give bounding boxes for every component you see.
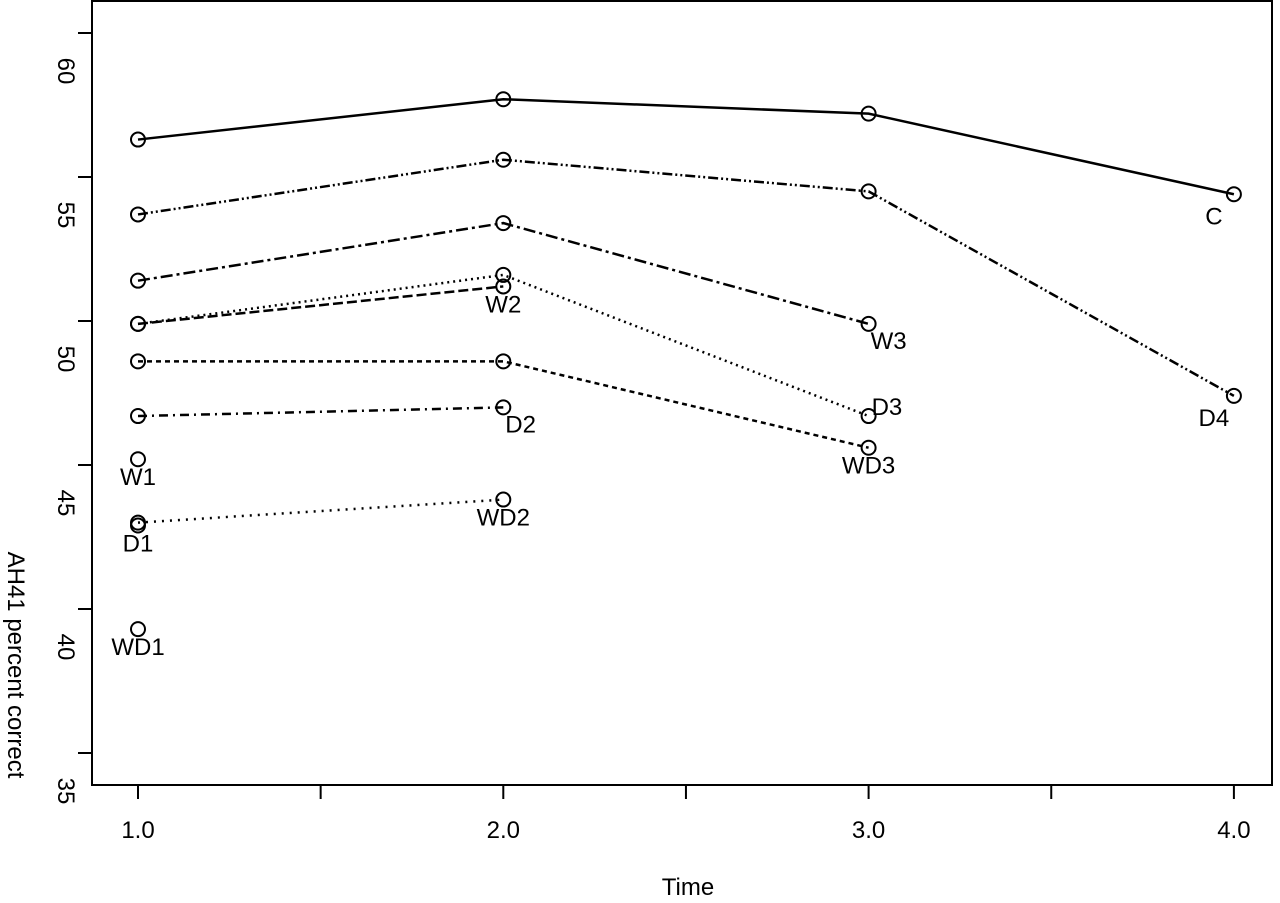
data-point-d4 [495, 151, 512, 168]
data-point-wd3 [130, 353, 146, 370]
y-axis-title: AH41 percent correct [2, 552, 29, 779]
data-point-d4 [860, 183, 877, 200]
data-point-w3 [130, 272, 146, 289]
data-point-c [130, 131, 146, 148]
series-label-wd2: WD2 [477, 505, 530, 532]
x-tick-label: 3.0 [852, 817, 885, 844]
series-line-wd3 [138, 360, 869, 449]
data-point-w3 [495, 215, 512, 232]
plot-frame [91, 0, 1273, 786]
series-line-c [137, 97, 1235, 196]
data-point-c [495, 91, 512, 108]
data-point-wd1 [130, 621, 146, 638]
series-label-d4: D4 [1199, 405, 1230, 432]
series-label-w3: W3 [871, 328, 907, 355]
data-point-c [860, 105, 877, 122]
x-tick-label: 4.0 [1217, 817, 1250, 844]
y-tick-label: 60 [52, 58, 79, 85]
data-point-d4 [1225, 387, 1242, 404]
y-tick-label: 40 [52, 634, 79, 661]
y-tick-label: 35 [52, 778, 79, 805]
y-tick-label: 55 [52, 202, 79, 229]
series-label-d2: D2 [505, 411, 536, 438]
data-point-d2 [495, 399, 512, 416]
x-axis: 1.0 2.0 3.0 4.0 [121, 785, 1251, 844]
x-tick-label: 1.0 [121, 817, 154, 844]
series-label-c: C [1205, 203, 1222, 230]
series-label-w1: W1 [120, 464, 156, 491]
series-line-d2 [137, 406, 504, 418]
data-point-wd3 [860, 439, 877, 456]
data-point-c [1225, 186, 1242, 203]
data-point-d1 [130, 517, 146, 534]
series-label-wd1: WD1 [111, 634, 164, 661]
data-point-w1 [130, 451, 146, 468]
series-label-d1: D1 [123, 530, 154, 557]
series-line-w2 [137, 285, 504, 326]
series-lines [137, 97, 1235, 524]
data-point-wd3 [495, 353, 512, 370]
x-tick-label: 2.0 [487, 817, 520, 844]
series-label-w2: W2 [485, 291, 521, 318]
y-tick-label: 50 [52, 346, 79, 373]
y-tick-label: 45 [52, 490, 79, 517]
data-point-w2 [495, 278, 512, 295]
series-line-wd2 [137, 498, 504, 524]
data-point-d2 [130, 408, 146, 425]
data-point-d4 [130, 206, 146, 223]
series-label-d3: D3 [872, 394, 903, 421]
series-line-d4 [137, 158, 1235, 397]
series-labels: C D4 W3 D3 W2 WD3 D2 W1 WD2 D1 WD1 [111, 203, 1229, 661]
series-label-wd3: WD3 [842, 453, 895, 480]
data-point-w3 [860, 315, 877, 332]
data-point-w2 [130, 315, 146, 332]
y-axis: 35 40 45 50 55 60 [52, 32, 92, 805]
data-point-wd2 [495, 491, 512, 508]
x-axis-title: Time [662, 874, 714, 898]
series-points [130, 91, 1242, 638]
data-point-d3 [860, 408, 877, 425]
data-point-d3 [495, 266, 512, 283]
series-line-w3 [137, 221, 869, 326]
